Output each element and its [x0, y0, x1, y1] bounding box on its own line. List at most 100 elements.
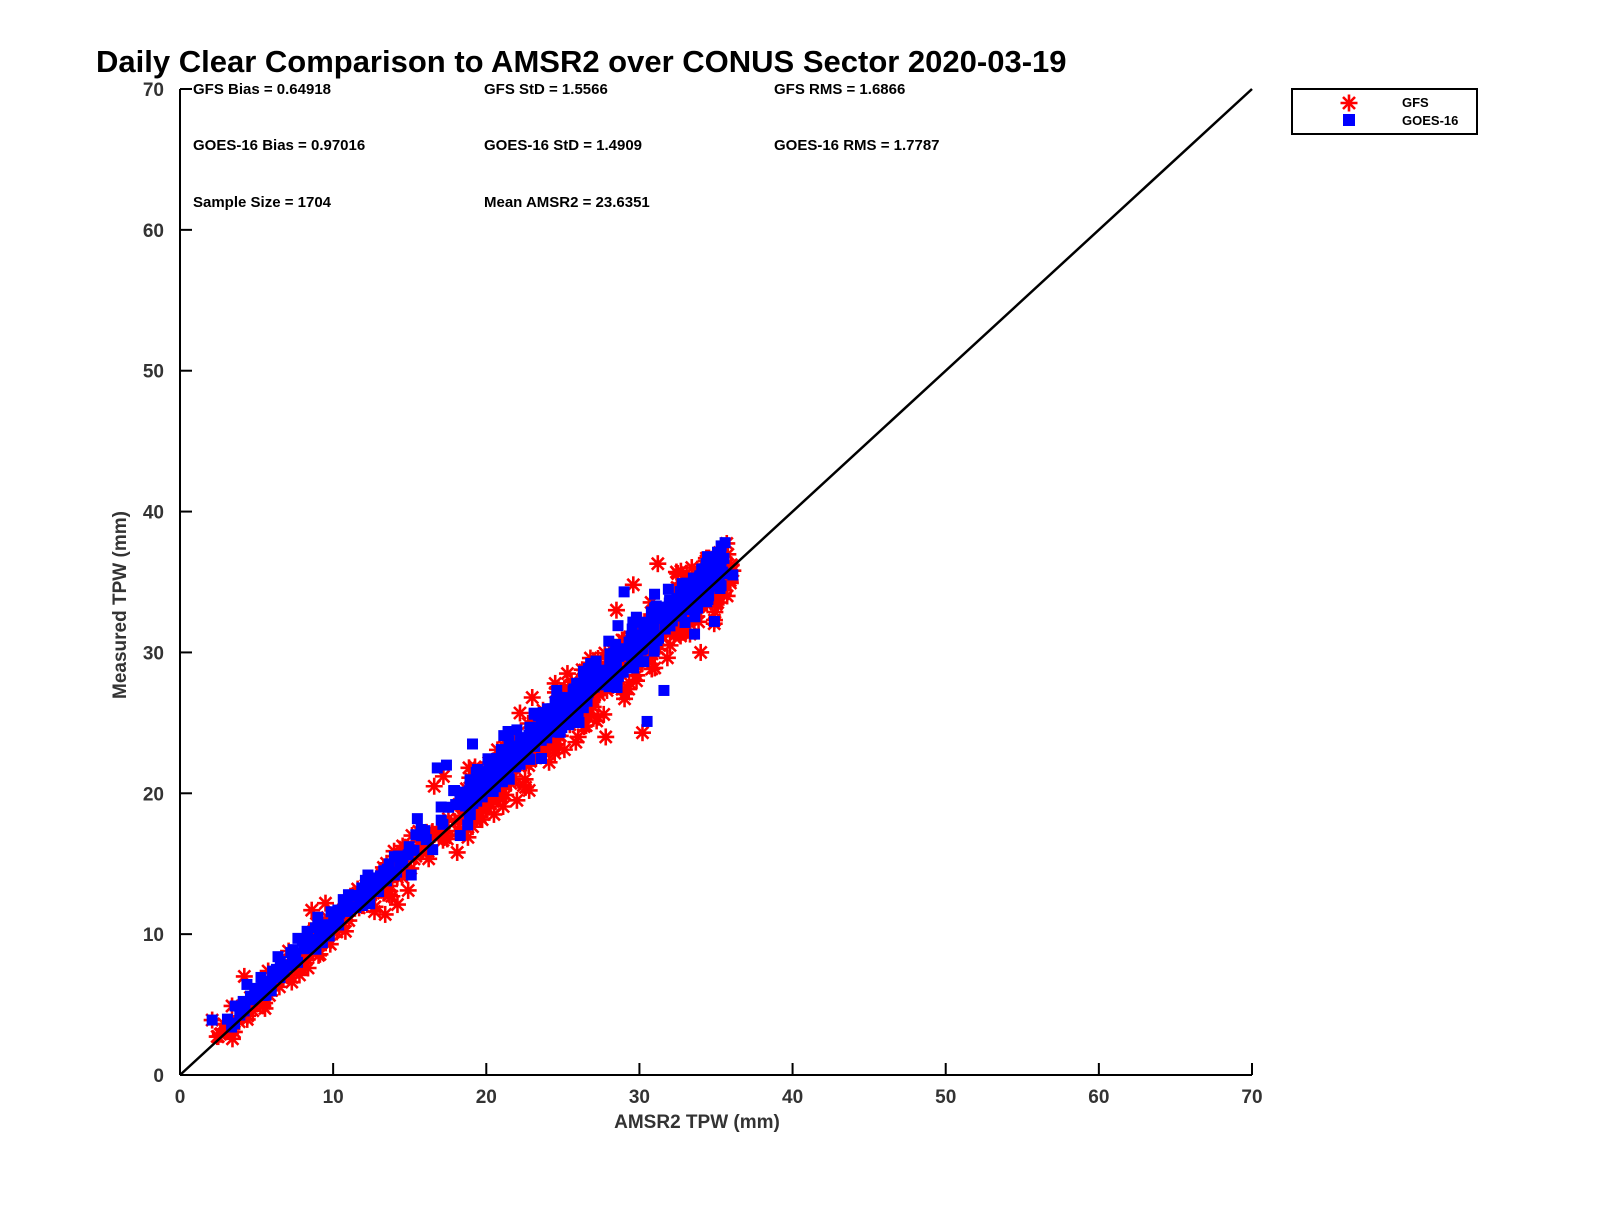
gfs-point — [303, 901, 321, 919]
goes16-point — [369, 872, 381, 884]
goes16-point — [312, 911, 324, 923]
goes16-point — [342, 889, 354, 901]
goes16-point — [644, 630, 656, 642]
goes16-point — [431, 762, 443, 774]
goes16-point — [608, 661, 620, 673]
goes16-point — [708, 615, 720, 627]
goes16-point — [257, 975, 269, 987]
gfs-point — [511, 704, 529, 722]
one-to-one-reference-line — [179, 88, 1253, 1076]
goes16-point — [611, 682, 623, 694]
gfs-point — [620, 680, 638, 698]
y-tick-label: 70 — [143, 80, 164, 101]
goes16-point — [523, 729, 535, 741]
goes16-point — [272, 969, 284, 981]
goes16-point — [563, 719, 575, 731]
gfs-point — [569, 728, 587, 746]
goes16-point — [668, 598, 680, 610]
gfs-point — [633, 724, 651, 742]
y-tick-label: 30 — [143, 643, 164, 664]
legend-gfs-asterisk-icon — [1340, 94, 1358, 112]
legend-gfs-label: GFS — [1402, 95, 1429, 110]
gfs-point — [546, 674, 564, 692]
goes16-point — [350, 902, 362, 914]
goes16-point — [703, 590, 715, 602]
gfs-point — [589, 708, 607, 726]
goes16-point — [560, 692, 572, 704]
goes16-point — [206, 1014, 218, 1026]
y-tick-label: 50 — [143, 362, 164, 383]
x-tick-label: 20 — [476, 1087, 497, 1108]
goes16-point — [676, 578, 688, 590]
gfs-point — [597, 728, 615, 746]
goes16-point — [658, 684, 670, 696]
legend-gfs-asterisk-shape — [1340, 94, 1358, 112]
goes16-point — [547, 707, 559, 719]
goes16-point — [495, 744, 507, 756]
data-points — [203, 534, 742, 1048]
goes16-point — [454, 830, 466, 842]
goes16-point — [237, 995, 249, 1007]
goes16-point — [437, 818, 449, 830]
goes16-point — [241, 978, 253, 990]
goes16-point — [287, 944, 299, 956]
goes16-point — [571, 677, 583, 689]
stat-gfs-bias: GFS Bias = 0.64918 — [193, 81, 331, 98]
goes16-point — [710, 570, 722, 582]
goes16-point — [573, 717, 585, 729]
legend-goes-square-icon — [1343, 114, 1355, 126]
goes16-point — [511, 724, 523, 736]
goes16-point — [553, 691, 565, 703]
goes16-point — [533, 729, 545, 741]
goes16-point — [331, 917, 343, 929]
goes16-point — [362, 869, 374, 881]
goes16-point — [449, 785, 461, 797]
goes16-point — [715, 562, 727, 574]
goes16-point — [579, 685, 591, 697]
axes: 0 10 20 30 40 50 60 70 0 10 20 30 40 50 60 70 — [143, 80, 1263, 1108]
goes16-point — [355, 894, 367, 906]
x-tick-label: 30 — [629, 1087, 650, 1108]
goes16-point — [715, 540, 727, 552]
stat-gfs-rms: GFS RMS = 1.6866 — [774, 81, 905, 98]
goes16-point — [228, 1017, 240, 1029]
goes16-point — [479, 772, 491, 784]
goes16-point — [341, 896, 353, 908]
y-tick-label: 40 — [143, 503, 164, 524]
goes16-point — [514, 751, 526, 763]
goes16-point — [411, 813, 423, 825]
goes16-point — [440, 759, 452, 771]
goes16-point — [586, 677, 598, 689]
y-tick-label: 20 — [143, 784, 164, 805]
gfs-point — [209, 1028, 227, 1046]
goes16-point — [552, 699, 564, 711]
goes16-point — [462, 819, 474, 831]
gfs-point — [376, 905, 394, 923]
goes16-point — [310, 934, 322, 946]
goes16-point — [314, 927, 326, 939]
goes16-point — [378, 865, 390, 877]
goes16-point — [464, 774, 476, 786]
gfs-point — [520, 781, 538, 799]
goes16-point — [616, 649, 628, 661]
goes16-point — [629, 644, 641, 656]
goes16-point — [524, 753, 536, 765]
goes16-point — [492, 773, 504, 785]
goes16-point — [473, 780, 485, 792]
goes16-point — [503, 773, 515, 785]
goes16-point — [402, 849, 414, 861]
goes16-point — [483, 763, 495, 775]
goes16-point — [443, 801, 455, 813]
goes16-point — [463, 785, 475, 797]
goes16-point — [572, 707, 584, 719]
goes16-point — [626, 623, 638, 635]
stat-gfs-std: GFS StD = 1.5566 — [484, 81, 608, 98]
goes16-point — [653, 632, 665, 644]
gfs-point — [658, 649, 676, 667]
goes16-point — [551, 684, 563, 696]
x-tick-label: 60 — [1088, 1087, 1109, 1108]
goes16-point — [580, 669, 592, 681]
x-tick-label: 0 — [175, 1087, 186, 1108]
goes16-point — [688, 573, 700, 585]
gfs-point — [290, 966, 308, 984]
